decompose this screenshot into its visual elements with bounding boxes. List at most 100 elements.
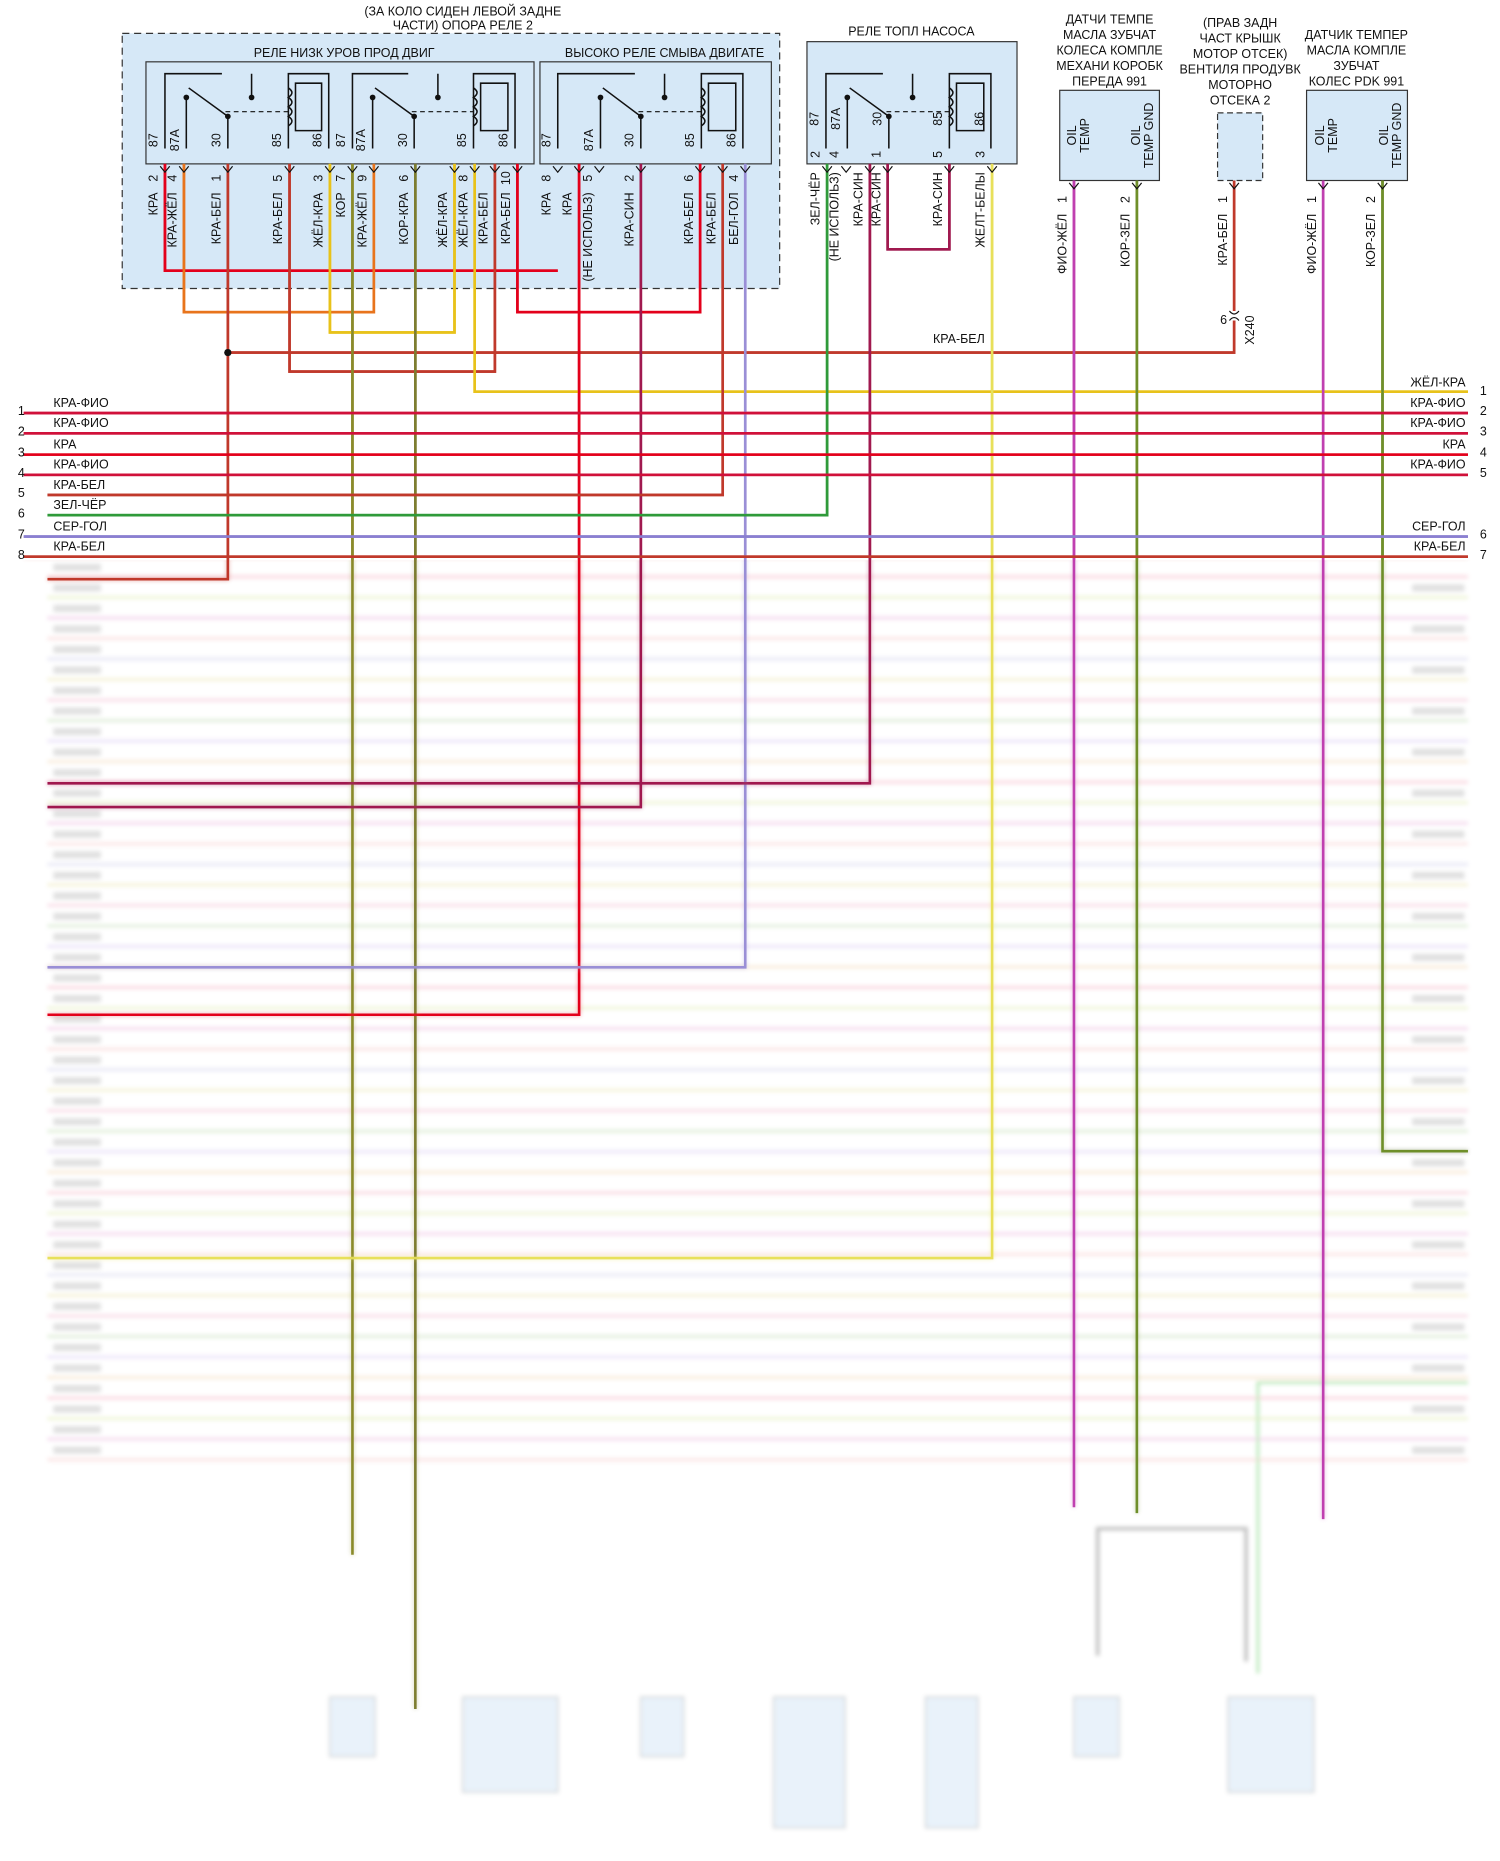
blurred-label [53,1200,101,1208]
component-title: ДАТЧИ ТЕМПЕ [1066,13,1154,27]
blurred-label [53,1446,101,1454]
blurred-label [1412,584,1465,592]
pin-number: 4 [727,175,741,182]
blurred-label [53,1426,101,1434]
blurred-label [53,1220,101,1228]
blurred-region [47,563,1468,1829]
blurred-label [1412,1364,1465,1372]
pin-number: 1 [1216,196,1230,203]
row-pin: 4 [1480,446,1487,460]
sensor-box [1059,89,1161,182]
blurred-label [53,789,101,797]
blurred-label [1412,625,1465,633]
terminal-label: 86 [973,112,987,126]
pin-connector [594,165,605,174]
pin-number: 1 [1305,196,1319,203]
relay-coil-winding [286,87,293,127]
row-pin: 7 [1480,548,1487,562]
wire-label: КРА-БЕЛ [682,192,696,244]
relay-contact [369,94,376,101]
terminal-label: 87A [168,128,182,151]
relay-contact [248,94,255,101]
pin-connector [159,165,171,174]
row-wire: КРА [53,437,77,451]
component-title: ЧАСТ КРЫШК [1199,32,1281,46]
blurred-label [53,871,101,879]
pin-number: 3 [974,151,988,158]
blurred-label [1412,912,1465,920]
pin-connector [1131,182,1143,190]
blurred-label [53,1118,101,1126]
blurred-label [53,1261,101,1269]
relay-contact [637,113,644,120]
blurred-label [53,892,101,900]
pin-number: 2 [1118,196,1132,203]
blurred-label [53,1179,101,1187]
terminal-label: 30 [870,112,884,126]
row-wire: КРА-ФИО [1410,396,1466,410]
terminal-label: 87 [808,112,822,126]
pin-connector [469,165,480,174]
blurred-label [1412,1200,1465,1208]
row-pin: 1 [1480,384,1487,398]
terminal-label: TEMP [1326,118,1340,153]
component-title: (ПРАВ ЗАДН [1203,16,1277,30]
terminal-label: 87 [539,133,553,147]
blurred-label [53,1302,101,1311]
pin-connector [449,165,460,174]
blurred-label [53,810,101,818]
row-pin: 3 [18,446,25,460]
component-title: МОТОРНО [1208,78,1272,92]
wire-label: КРА-БЕЛ [933,332,985,346]
pin-number: 2 [622,175,636,182]
relay-contact [183,94,190,101]
row-wire: СЕР-ГОЛ [53,519,107,533]
pin-number: 2 [809,151,823,158]
pin-number: 10 [499,171,513,185]
blurred-label [53,994,101,1003]
blurred-label [53,748,101,756]
wire-label: (НЕ ИСПОЛЬЗ) [828,172,842,261]
blurred-component [640,1696,685,1758]
component-title: ПЕРЕДА 991 [1072,74,1147,88]
relay-box [539,61,772,165]
pin-connector [324,165,336,174]
blurred-label [1412,1077,1465,1085]
terminal-label: 87A [582,128,596,151]
wire-label: КРА-БЕЛ [271,192,285,244]
row-wire: КРА-ФИО [1410,416,1466,430]
component-title: ОТСЕКА 2 [1210,93,1271,107]
pin-number: 6 [682,175,696,182]
terminal-label: 30 [622,133,636,147]
blurred-label [53,1056,101,1064]
pin-connector [347,165,358,174]
wire-label: КРА-БЕЛ [1216,214,1230,266]
blurred-label [53,953,101,961]
pin-number: 8 [456,175,470,182]
row-wire: КРА-ФИО [53,458,109,472]
wire-label: КРА-ЖЁЛ [355,192,369,247]
blurred-label [53,604,101,612]
terminal-label: 85 [931,112,945,126]
row-wire: КРА-ФИО [1410,458,1466,472]
wire-label: КРА-СИН [622,192,636,246]
row-pin: 1 [18,404,25,418]
blurred-component [1227,1696,1315,1793]
blurred-label [53,1282,101,1290]
blurred-component [329,1696,376,1758]
blurred-label [1412,666,1465,674]
component-title: ЗУБЧАТ [1333,59,1380,73]
blurred-label [53,666,101,674]
blurred-label [53,1405,101,1413]
wire-label: КОР-КРА [397,192,411,245]
relay-title: ВЫСОКО РЕЛЕ СМЫВА ДВИГАТЕ [565,46,764,60]
blurred-label [53,933,101,941]
pin-connector [840,165,852,174]
component-title: МАСЛА КОМПЛЕ [1307,43,1407,57]
pin-number: 5 [581,175,595,182]
pin-number: 5 [271,175,285,182]
pin-number: 2 [1364,196,1378,203]
pin-connector [410,165,421,174]
